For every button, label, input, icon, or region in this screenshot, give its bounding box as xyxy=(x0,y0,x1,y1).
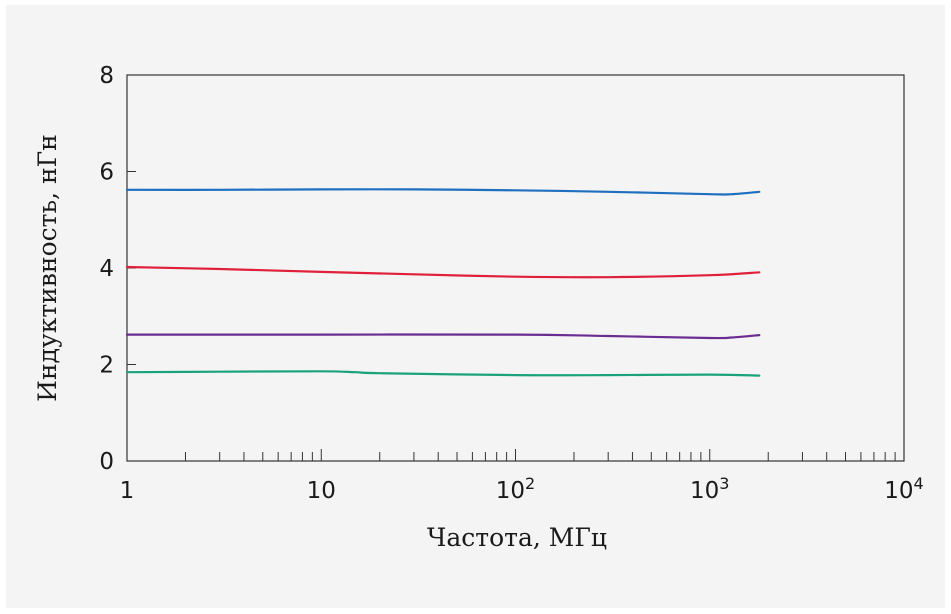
x-tick-label: 1 xyxy=(120,478,135,504)
x-tick-label: 104 xyxy=(884,474,923,504)
x-tick-label: 10 xyxy=(307,478,336,504)
x-tick-label: 102 xyxy=(496,474,535,504)
series-lines xyxy=(125,188,761,377)
y-axis-tick-labels: 0 2 4 6 8 xyxy=(99,63,114,475)
y-tick-label: 0 xyxy=(99,449,114,475)
chart-panel xyxy=(6,5,945,608)
series-line-3 xyxy=(125,333,761,340)
series-line-4 xyxy=(125,370,761,377)
y-axis-title: Индуктивность, нГн xyxy=(33,134,62,402)
series-line-2 xyxy=(125,265,761,279)
plot-border xyxy=(126,74,905,462)
y-tick-label: 2 xyxy=(99,353,114,379)
x-axis-ticks xyxy=(184,449,896,461)
x-axis-tick-labels: 1 10 102 103 104 xyxy=(120,474,924,504)
plot-area xyxy=(126,74,905,462)
x-tick-label: 103 xyxy=(690,474,729,504)
series-line-1 xyxy=(125,188,761,196)
y-tick-label: 4 xyxy=(99,256,114,282)
y-tick-label: 6 xyxy=(99,160,114,186)
x-axis-title: Частота, МГц xyxy=(427,523,607,552)
y-tick-label: 8 xyxy=(99,63,114,89)
